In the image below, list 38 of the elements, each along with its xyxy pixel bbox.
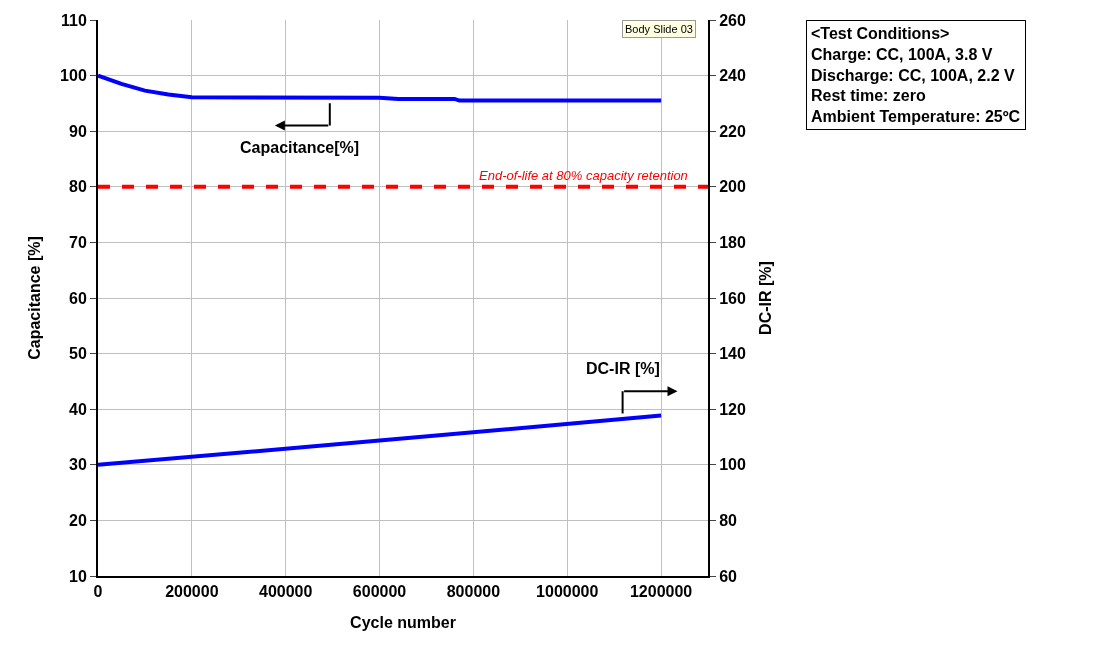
x-axis-title: Cycle number (350, 614, 456, 632)
y2-tick-label: 140 (719, 345, 746, 363)
x-tick-label: 0 (93, 583, 103, 601)
y2-tick-label: 60 (719, 567, 738, 585)
x-tick-label: 200000 (165, 583, 219, 601)
annotation: Body Slide 03 (625, 23, 693, 35)
y-tick-label: 60 (69, 289, 87, 307)
y-tick-label: 110 (60, 11, 87, 29)
y2-tick-label: 160 (719, 289, 746, 307)
text: Capacitance[%] (240, 139, 360, 156)
text: <Test Conditions> Charge: CC, 100A, 3.8 V Discharge: CC, 100A, 2.2 V Rest time: zero Ambient Temperature: 25ºC (811, 25, 1021, 126)
y-tick-label: 80 (69, 178, 87, 196)
y2-tick-label: 80 (719, 512, 738, 529)
x-tick-label: 800000 (446, 583, 501, 601)
x-tick-label: 400000 (258, 583, 313, 601)
text: DC-IR [%] (586, 360, 660, 377)
y2-tick-label: 200 (719, 178, 746, 196)
y2-tick-label: 180 (719, 234, 746, 251)
y2-tick-label: 240 (719, 67, 746, 85)
y-tick-label: 70 (69, 234, 87, 251)
x-tick-label: 1200000 (629, 583, 693, 601)
x-tick-label: 600000 (352, 583, 407, 601)
y2-tick-label: 120 (719, 400, 746, 418)
y2-axis-title: DC-IR [%] (757, 261, 775, 335)
y-axis-title: Capacitance [%] (26, 236, 44, 360)
y-tick-label: 50 (69, 345, 87, 363)
y-tick-label: 10 (69, 567, 87, 585)
y2-tick-label: 220 (719, 122, 746, 140)
ref-line-label: End-of-life at 80% capacity retention (479, 168, 688, 183)
y2-tick-label: 100 (719, 456, 746, 474)
y-tick-label: 40 (69, 400, 87, 418)
y-tick-label: 20 (69, 512, 87, 529)
y-tick-label: 30 (69, 456, 87, 474)
y2-tick-label: 260 (719, 11, 746, 29)
x-tick-label: 1000000 (536, 583, 599, 601)
y-tick-label: 90 (69, 122, 87, 140)
y-tick-label: 100 (60, 67, 87, 85)
line-series (98, 73, 664, 103)
